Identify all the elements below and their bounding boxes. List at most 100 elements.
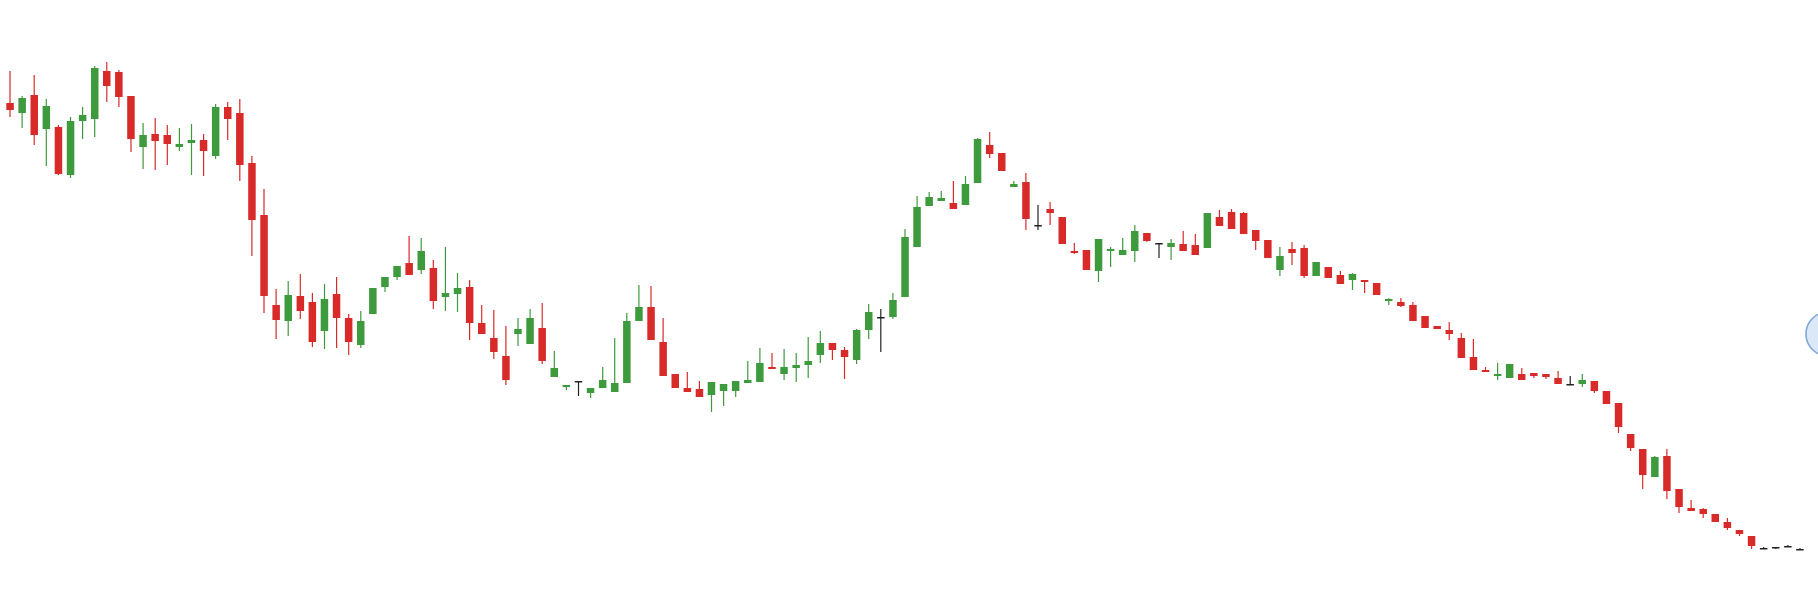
candle xyxy=(1699,508,1707,518)
candle-body xyxy=(1312,262,1320,276)
candle-body xyxy=(357,321,365,345)
candle-body xyxy=(1215,217,1224,226)
candle xyxy=(78,107,87,139)
candle xyxy=(1118,238,1127,255)
candle xyxy=(163,125,171,165)
candle xyxy=(756,348,764,382)
candle-body xyxy=(1505,364,1514,378)
candle-body xyxy=(865,312,873,330)
candle-body xyxy=(1457,338,1466,358)
candle-body xyxy=(852,330,861,360)
candle-body xyxy=(91,68,99,119)
candle xyxy=(1505,364,1514,378)
candle-body xyxy=(683,388,692,392)
candle-body xyxy=(538,328,546,361)
candle-body xyxy=(828,343,837,350)
candle-body xyxy=(211,107,220,156)
candle xyxy=(973,138,982,183)
candle-body xyxy=(272,305,280,320)
candle-body xyxy=(42,106,51,129)
candle xyxy=(18,96,26,128)
candle-body xyxy=(1348,274,1357,280)
candle xyxy=(1070,243,1079,254)
candle xyxy=(889,293,897,319)
candle-body xyxy=(1481,370,1490,372)
candle-body xyxy=(659,342,667,376)
candle xyxy=(731,381,740,397)
candle xyxy=(465,280,474,340)
candle xyxy=(1252,230,1260,250)
candle xyxy=(1131,225,1139,262)
candle xyxy=(1711,514,1719,522)
candle-body xyxy=(381,277,389,287)
candle xyxy=(925,192,933,206)
candle xyxy=(623,313,631,383)
candle-body xyxy=(780,367,788,374)
candle-body xyxy=(1058,217,1066,244)
candle-body xyxy=(719,384,728,391)
candle xyxy=(1203,213,1212,248)
candle-body xyxy=(756,363,764,382)
candle xyxy=(502,326,510,385)
candle xyxy=(91,66,99,137)
circle-handle-icon[interactable] xyxy=(1805,312,1818,356)
candle xyxy=(1372,283,1381,295)
candle xyxy=(1735,530,1744,536)
candle xyxy=(1058,217,1066,244)
candle-body xyxy=(1796,549,1804,551)
candle xyxy=(54,125,63,175)
candle-body xyxy=(804,361,812,365)
candle xyxy=(598,367,607,388)
candle-body xyxy=(768,367,776,369)
candle xyxy=(30,75,38,145)
candle-body xyxy=(1372,283,1381,295)
candle-body xyxy=(514,329,522,334)
candle xyxy=(1663,449,1671,499)
candle xyxy=(284,281,292,336)
candle-body xyxy=(139,135,147,147)
candle xyxy=(1106,247,1115,267)
candle-body xyxy=(1651,457,1659,477)
candle-body xyxy=(1747,536,1756,546)
candle-body xyxy=(1252,230,1260,241)
candle xyxy=(1239,212,1248,234)
candle xyxy=(417,238,425,274)
candle-body xyxy=(913,207,921,247)
candle-body xyxy=(54,127,63,174)
candle-body xyxy=(1699,509,1707,514)
candle-body xyxy=(937,198,945,201)
candle-body xyxy=(889,300,897,317)
candle xyxy=(635,285,643,321)
candle-body xyxy=(1070,251,1079,253)
candle-body xyxy=(1566,384,1574,386)
candle-body xyxy=(550,368,558,377)
candle xyxy=(1385,298,1393,305)
candle-body xyxy=(1711,514,1719,522)
candle xyxy=(1469,339,1478,370)
candle xyxy=(224,102,232,140)
candle-body xyxy=(478,323,486,334)
candle-body xyxy=(1034,225,1042,227)
candle-body xyxy=(1155,243,1163,245)
candle-body xyxy=(998,153,1006,171)
candle-body xyxy=(103,71,111,86)
side-handle[interactable] xyxy=(1805,312,1818,356)
candle-body xyxy=(1143,233,1151,241)
candle xyxy=(1034,205,1042,230)
candle-body xyxy=(1578,380,1586,384)
candle-body xyxy=(623,321,631,383)
candle xyxy=(816,331,825,363)
candle-body xyxy=(199,140,208,151)
candle-body xyxy=(465,287,474,323)
candle xyxy=(1143,233,1151,242)
candle-body xyxy=(417,251,425,270)
candle xyxy=(961,176,970,205)
candle xyxy=(66,117,75,178)
candle-body xyxy=(127,96,135,139)
candle xyxy=(344,314,353,355)
candle-body xyxy=(453,288,462,294)
candle-body xyxy=(236,113,244,165)
candle-body xyxy=(284,295,292,321)
candle xyxy=(1626,434,1635,451)
